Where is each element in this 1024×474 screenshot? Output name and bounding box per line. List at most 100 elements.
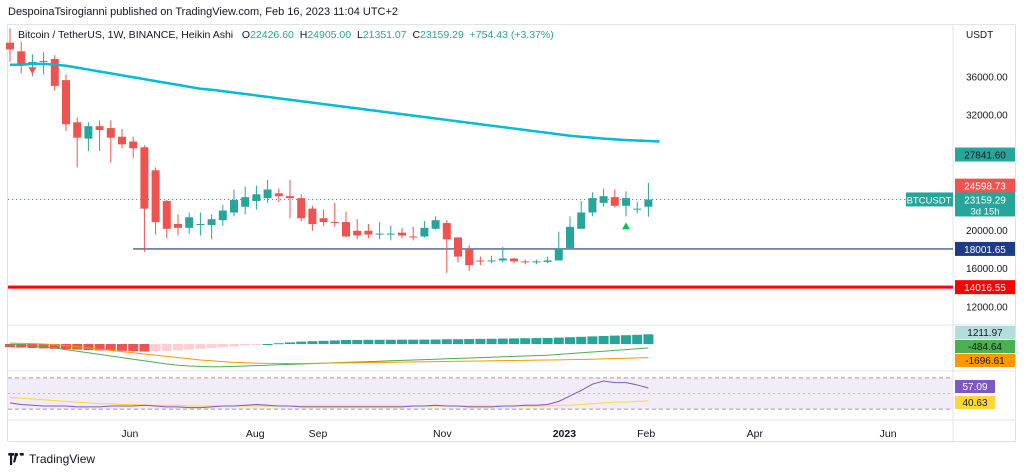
macd-histogram-bar	[565, 337, 575, 344]
candle-body	[577, 212, 586, 229]
candle-body	[353, 230, 362, 236]
candle-body	[554, 248, 563, 261]
macd-histogram-bar	[643, 334, 654, 344]
macd-histogram-bar	[531, 338, 542, 344]
candle-body	[218, 210, 227, 221]
high-price-label-bg	[955, 178, 1015, 193]
macd-histogram-bar	[217, 344, 228, 348]
candle-body	[129, 141, 138, 149]
rsi-value-label-bg	[955, 380, 995, 393]
price-label-bg	[955, 241, 1015, 256]
candle-body	[185, 217, 194, 228]
y-tick-label: 32000.00	[966, 111, 1008, 122]
macd-histogram-bar	[441, 339, 452, 344]
macd-histogram-bar	[542, 337, 553, 344]
macd-histogram-bar	[273, 343, 284, 345]
macd-histogram-bar	[374, 339, 385, 344]
candle-body	[17, 51, 26, 65]
candle-body	[487, 260, 496, 262]
macd-histogram-bar	[609, 335, 620, 344]
macd-histogram-bar	[397, 339, 407, 344]
macd-histogram-bar	[363, 339, 374, 344]
macd-histogram-bar	[195, 344, 206, 349]
countdown-label: 3d 15h	[970, 206, 999, 217]
legend-h-value: 24905.00	[307, 29, 352, 41]
candle-body	[543, 260, 552, 262]
candle-body	[465, 248, 474, 266]
publisher-text: DespoinaTsirogianni published on Trading…	[8, 6, 399, 18]
x-tick-label: Jun	[121, 428, 138, 440]
footer-brand[interactable]: TradingView	[29, 452, 96, 466]
y-tick-label: 20000.00	[966, 226, 1008, 237]
macd-histogram-bar	[128, 344, 139, 352]
candle-body	[409, 236, 418, 238]
candle-body	[319, 218, 328, 223]
currency-label: USDT	[966, 30, 993, 41]
candle-body	[588, 198, 597, 213]
macd-histogram-bar	[296, 341, 307, 344]
rsi-value-label-bg	[955, 396, 995, 409]
tradingview-logo-icon	[8, 453, 24, 465]
macd-histogram-bar	[251, 344, 262, 345]
macd-histogram-bar	[262, 344, 273, 345]
candle-body	[498, 258, 507, 261]
candle-body	[644, 199, 653, 207]
legend-h-label: H	[299, 29, 308, 41]
x-tick-label: Aug	[246, 428, 265, 440]
x-tick-label: Jun	[880, 428, 897, 440]
macd-histogram-bar	[553, 337, 564, 344]
macd-histogram-bar	[117, 344, 127, 351]
legend-l-value: 21351.07	[362, 29, 407, 41]
price-label: 14016.55	[964, 283, 1006, 294]
x-tick-label: 2023	[553, 428, 577, 440]
macd-histogram-bar	[38, 344, 49, 349]
macd-value-label-bg	[955, 340, 1015, 353]
candle-body	[442, 223, 451, 240]
chart-frame[interactable]	[7, 24, 1016, 442]
macd-histogram-bar	[184, 344, 195, 350]
macd-histogram-bar	[161, 344, 172, 351]
macd-histogram-bar	[520, 338, 531, 344]
current-price-label-bg	[955, 192, 1015, 217]
rsi-ma-line	[9, 396, 649, 407]
candle-body	[39, 60, 48, 62]
candle-body	[599, 196, 608, 203]
candle-body	[566, 226, 574, 248]
ma-price-label-bg	[955, 147, 1015, 162]
macd-histogram-bar	[341, 340, 351, 344]
macd-value-label: -1696.61	[965, 356, 1005, 367]
ma-price-label: 27841.60	[964, 151, 1006, 162]
x-tick-label: Feb	[637, 428, 655, 440]
macd-histogram-bar	[475, 338, 486, 344]
candle-body	[140, 147, 149, 209]
candle-body	[633, 208, 642, 210]
candle-body	[375, 233, 384, 235]
y-tick-label: 12000.00	[966, 302, 1008, 313]
footer: TradingView	[8, 452, 95, 466]
x-tick-label: Apr	[747, 428, 764, 440]
macd-value-label-bg	[955, 326, 1015, 339]
legend-o-label: O	[241, 29, 251, 41]
signal-line	[9, 342, 649, 365]
macd-histogram-bar	[5, 344, 15, 348]
x-tick-label: Nov	[433, 428, 452, 440]
macd-histogram-bar	[318, 340, 329, 344]
macd-histogram-bar	[598, 336, 609, 344]
candle-body	[420, 227, 429, 237]
macd-value-label: -484.64	[968, 342, 1002, 353]
macd-value-label: 1211.97	[967, 328, 1003, 339]
macd-histogram-bar	[307, 341, 318, 344]
high-price-label: 24598.73	[964, 182, 1006, 193]
candle-body	[398, 232, 406, 236]
macd-histogram-bar	[621, 335, 631, 344]
candle-body	[241, 197, 250, 207]
macd-histogram-bar	[105, 344, 116, 351]
macd-value-label-bg	[955, 354, 1015, 367]
legend-o-value: 22426.60	[250, 29, 294, 41]
candle-body	[364, 230, 373, 235]
candle-body	[263, 189, 272, 199]
candle-body	[386, 233, 395, 235]
rsi-band-fill	[8, 377, 953, 410]
macd-histogram-bar	[587, 336, 598, 344]
